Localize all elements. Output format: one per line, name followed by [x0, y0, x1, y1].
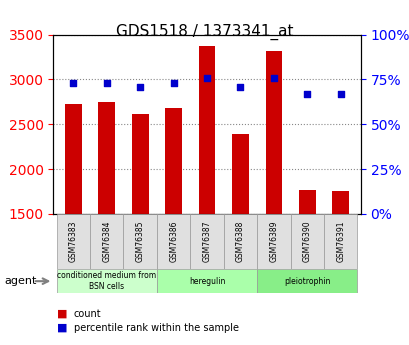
Bar [198, 46, 215, 214]
FancyBboxPatch shape [223, 214, 256, 269]
Bar [98, 102, 115, 214]
Text: GSM76383: GSM76383 [69, 221, 78, 262]
Bar [265, 51, 281, 214]
FancyBboxPatch shape [123, 214, 157, 269]
FancyBboxPatch shape [256, 269, 357, 293]
Bar [165, 108, 182, 214]
Point [203, 75, 210, 80]
Point [70, 80, 76, 86]
FancyBboxPatch shape [56, 269, 157, 293]
Point [337, 91, 343, 97]
Text: GSM76387: GSM76387 [202, 221, 211, 262]
Text: count: count [74, 309, 101, 319]
Bar [231, 134, 248, 214]
Point [170, 80, 176, 86]
FancyBboxPatch shape [256, 214, 290, 269]
FancyBboxPatch shape [56, 214, 90, 269]
Point [237, 84, 243, 89]
Text: GSM76390: GSM76390 [302, 221, 311, 262]
Bar [298, 190, 315, 214]
Text: GSM76386: GSM76386 [169, 221, 178, 262]
Point [137, 84, 143, 89]
Text: GSM76388: GSM76388 [236, 221, 244, 262]
Text: conditioned medium from
BSN cells: conditioned medium from BSN cells [57, 272, 156, 291]
FancyBboxPatch shape [290, 214, 323, 269]
Text: ■: ■ [57, 323, 68, 333]
FancyBboxPatch shape [323, 214, 357, 269]
Point [303, 91, 310, 97]
Bar [65, 105, 81, 214]
Text: percentile rank within the sample: percentile rank within the sample [74, 323, 238, 333]
Point [270, 75, 276, 80]
Text: GSM76384: GSM76384 [102, 221, 111, 262]
Text: GSM76389: GSM76389 [269, 221, 278, 262]
Text: agent: agent [4, 276, 36, 286]
FancyBboxPatch shape [190, 214, 223, 269]
Text: GDS1518 / 1373341_at: GDS1518 / 1373341_at [116, 24, 293, 40]
Bar [332, 190, 348, 214]
FancyBboxPatch shape [157, 214, 190, 269]
Point [103, 80, 110, 86]
Text: ■: ■ [57, 309, 68, 319]
FancyBboxPatch shape [157, 269, 256, 293]
Text: GSM76385: GSM76385 [135, 221, 144, 262]
Text: heregulin: heregulin [189, 277, 225, 286]
FancyBboxPatch shape [90, 214, 123, 269]
Text: GSM76391: GSM76391 [335, 221, 344, 262]
Bar [132, 114, 148, 214]
Text: pleiotrophin: pleiotrophin [283, 277, 330, 286]
